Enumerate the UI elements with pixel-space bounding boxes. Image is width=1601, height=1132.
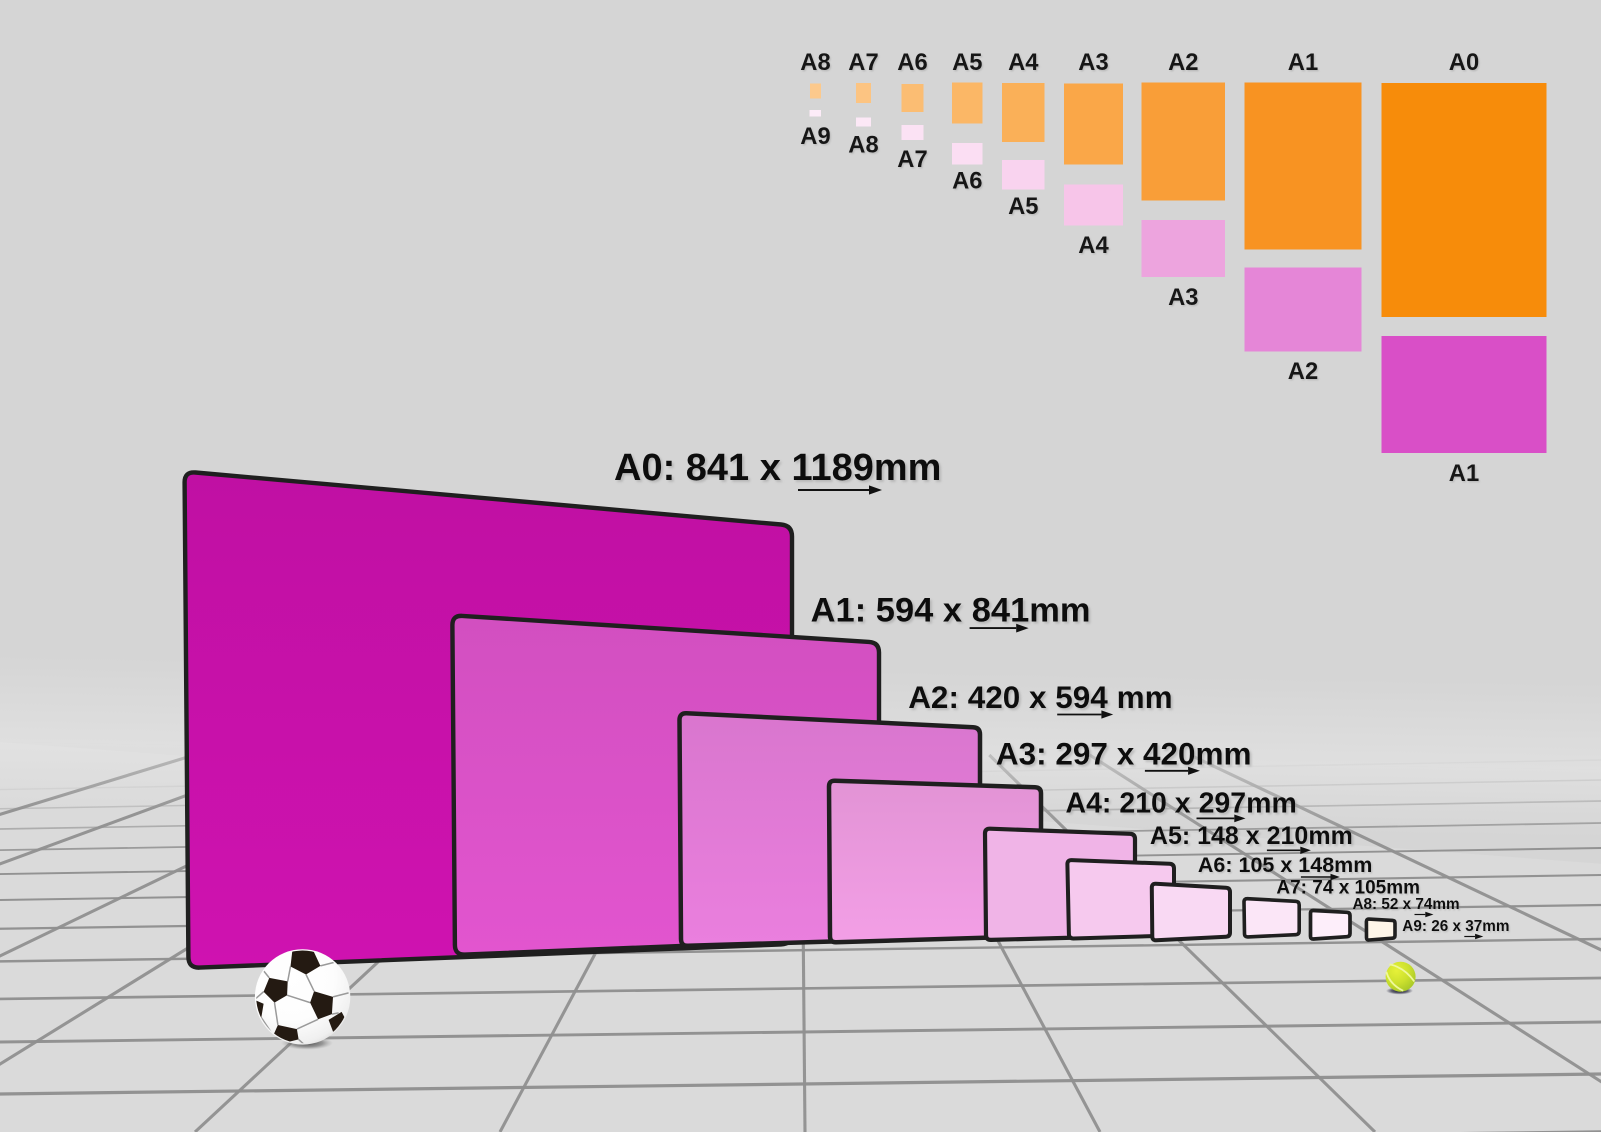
- svg-text:A1: A1: [1449, 460, 1479, 487]
- svg-text:A2: A2: [1288, 358, 1318, 385]
- svg-text:A7: A7: [897, 146, 927, 173]
- svg-text:A5: 148 x 210mm: A5: 148 x 210mm: [1150, 822, 1353, 850]
- svg-text:A4: A4: [1078, 232, 1109, 259]
- svg-text:A0: 841 x 1189mm: A0: 841 x 1189mm: [614, 447, 941, 489]
- svg-text:A9: 26 x 37mm: A9: 26 x 37mm: [1402, 918, 1509, 935]
- svg-text:A0: A0: [1449, 49, 1479, 76]
- svg-text:A5: A5: [1008, 193, 1038, 220]
- svg-text:A8: A8: [848, 132, 878, 159]
- svg-text:A3: A3: [1078, 49, 1108, 76]
- svg-text:A7: A7: [848, 49, 878, 76]
- svg-text:A8: A8: [800, 49, 830, 76]
- svg-text:A2: 420 x 594 mm: A2: 420 x 594 mm: [908, 679, 1172, 715]
- svg-text:A6: A6: [897, 49, 927, 76]
- svg-text:A9: A9: [800, 123, 830, 150]
- svg-text:A5: A5: [952, 49, 982, 76]
- svg-text:A1: 594 x 841mm: A1: 594 x 841mm: [811, 592, 1091, 630]
- svg-text:A3: 297 x 420mm: A3: 297 x 420mm: [996, 735, 1252, 771]
- svg-text:A7: 74 x 105mm: A7: 74 x 105mm: [1276, 877, 1420, 898]
- svg-text:A3: A3: [1168, 284, 1198, 311]
- svg-text:A8: 52 x 74mm: A8: 52 x 74mm: [1353, 896, 1460, 913]
- svg-text:A4: 210 x 297mm: A4: 210 x 297mm: [1066, 787, 1297, 819]
- svg-text:A6: A6: [952, 168, 982, 195]
- svg-text:A4: A4: [1008, 49, 1039, 76]
- svg-text:A2: A2: [1168, 49, 1198, 76]
- svg-text:A6: 105 x 148mm: A6: 105 x 148mm: [1198, 853, 1373, 877]
- svg-text:A1: A1: [1288, 49, 1318, 76]
